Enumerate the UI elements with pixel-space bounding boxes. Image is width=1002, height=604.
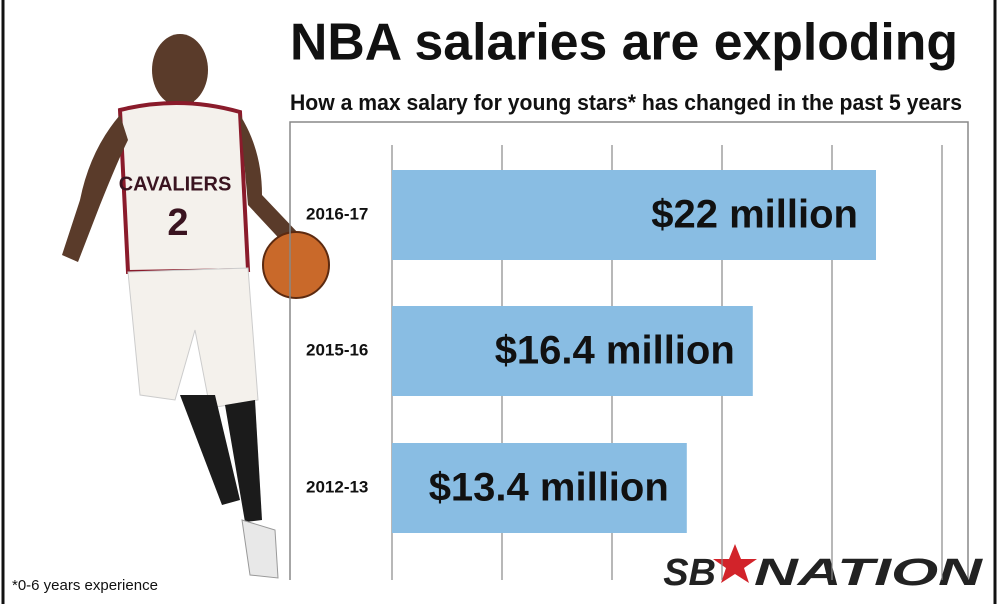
y-tick-label: 2015-16 bbox=[306, 340, 368, 359]
value-label: $22 million bbox=[651, 193, 858, 237]
footnote: *0-6 years experience bbox=[12, 577, 158, 594]
brand-left: SB bbox=[663, 552, 716, 594]
chart-subtitle: How a max salary for young stars* has ch… bbox=[290, 90, 962, 115]
brand-logo: SB NATION bbox=[663, 544, 984, 594]
bars-layer: 2016-17 $22 million 2015-16 $16.4 million 20… bbox=[306, 145, 943, 580]
jersey-number: 2 bbox=[167, 202, 188, 244]
plot-frame bbox=[289, 121, 969, 580]
value-label: $13.4 million bbox=[429, 466, 669, 510]
bar bbox=[392, 170, 876, 260]
value-label: $16.4 million bbox=[495, 329, 735, 373]
bar bbox=[392, 306, 753, 396]
brand-star bbox=[713, 544, 757, 583]
chart-title: NBA salaries are exploding bbox=[290, 14, 958, 72]
y-tick-label: 2016-17 bbox=[306, 204, 368, 223]
bar bbox=[392, 443, 687, 533]
player-illustration: CAVALIERS 2 bbox=[62, 34, 330, 579]
jersey-team: CAVALIERS bbox=[119, 173, 232, 195]
y-tick-label: 2012-13 bbox=[306, 477, 368, 496]
brand-right: NATION bbox=[754, 552, 984, 594]
